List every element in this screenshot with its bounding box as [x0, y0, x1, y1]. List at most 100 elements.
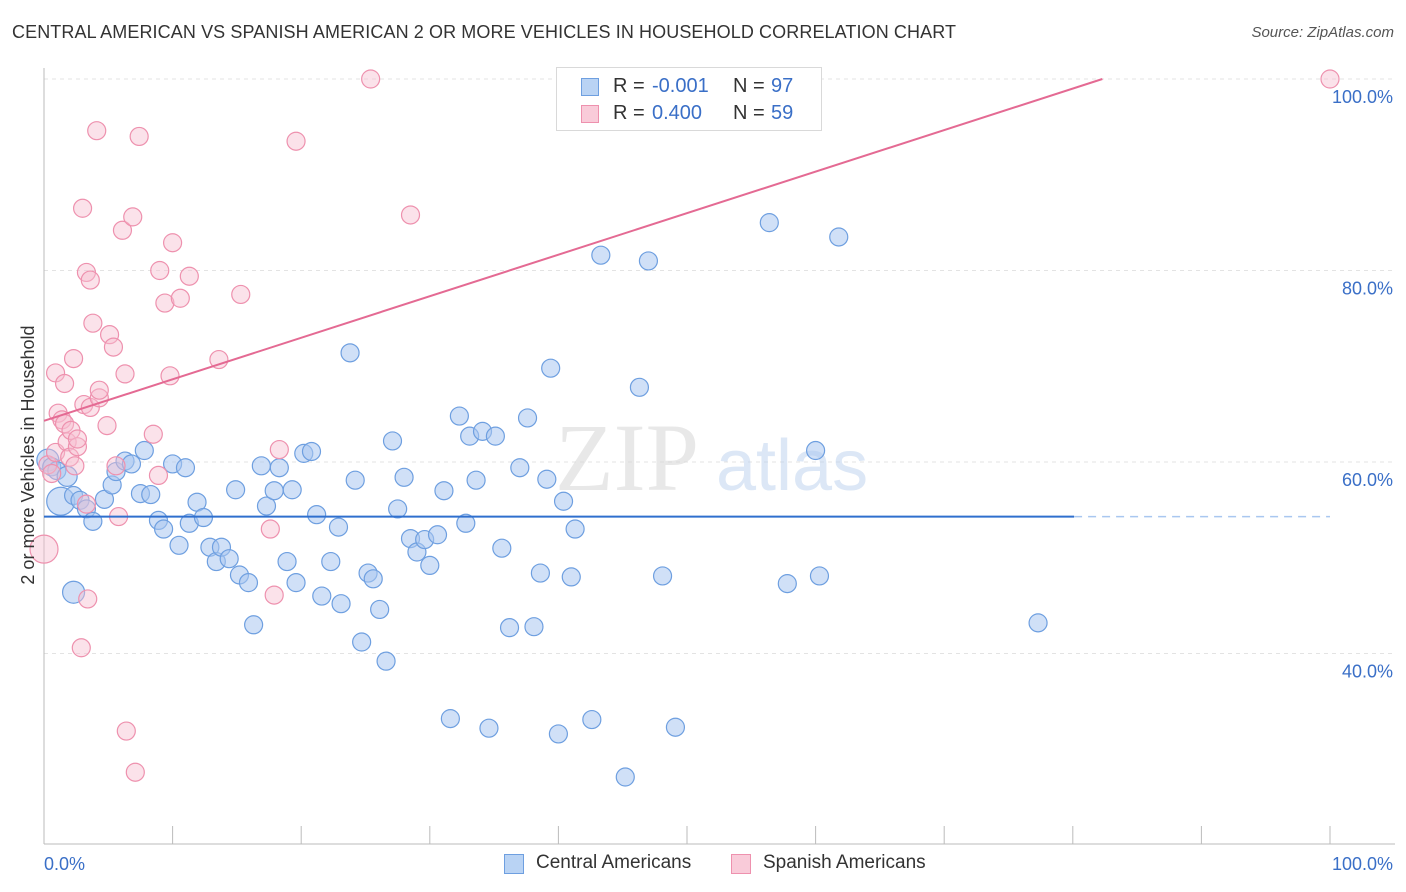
point-central-american [121, 454, 142, 474]
point-central-american [638, 251, 659, 271]
point-central-american [759, 213, 779, 233]
point-spanish-american [71, 638, 91, 658]
watermark: ZIP atlas [555, 404, 868, 511]
point-central-american [363, 569, 383, 589]
point-spanish-american [76, 494, 97, 514]
point-spanish-american [264, 585, 284, 605]
pink-swatch [581, 105, 599, 123]
point-spanish-american [129, 126, 149, 147]
point-central-american [331, 594, 351, 614]
point-spanish-american [123, 207, 143, 227]
point-spanish-american [67, 437, 88, 457]
point-central-american [805, 440, 826, 461]
point-central-american [440, 709, 460, 729]
point-spanish-american [112, 220, 133, 240]
point-spanish-american [115, 364, 135, 384]
point-central-american [134, 440, 154, 461]
y-tick-label: 100.0% [1332, 87, 1393, 107]
point-spanish-american [99, 325, 120, 345]
point-central-american [777, 574, 797, 594]
point-spanish-american [179, 266, 199, 286]
point-spanish-american [42, 463, 62, 484]
x-tick-label-max: 100.0% [1332, 854, 1393, 874]
point-spanish-american [400, 205, 421, 225]
point-central-american [376, 651, 396, 671]
point-spanish-american [65, 456, 85, 476]
point-central-american [530, 563, 550, 583]
central-americans-points [36, 213, 1048, 787]
point-central-american [615, 767, 635, 787]
point-central-american [449, 406, 469, 426]
point-central-american [553, 491, 574, 511]
point-central-american [153, 519, 174, 539]
point-central-american [169, 535, 189, 555]
point-central-american [485, 426, 505, 446]
point-central-american [541, 358, 561, 378]
point-central-american [434, 481, 454, 501]
point-central-american [479, 718, 499, 738]
trend-lines [43, 78, 1330, 518]
point-spanish-american [160, 366, 180, 386]
point-central-american [629, 377, 650, 397]
point-spanish-american [148, 465, 169, 486]
blue-swatch [581, 78, 599, 96]
point-central-american [340, 343, 360, 363]
point-central-american [510, 458, 530, 478]
point-spanish-american [143, 424, 163, 444]
legend-label: Spanish Americans [763, 852, 926, 873]
x-tick-label-min: 0.0% [44, 854, 85, 874]
point-central-american [561, 567, 581, 587]
point-central-american [226, 480, 246, 500]
point-central-american [809, 566, 830, 586]
point-spanish-american [286, 131, 306, 151]
point-central-american [83, 511, 103, 531]
point-spanish-american [83, 313, 103, 333]
point-central-american [665, 717, 686, 737]
point-central-american [219, 549, 239, 569]
point-central-american [382, 431, 403, 451]
point-central-american [517, 408, 538, 428]
point-central-american [264, 481, 284, 501]
legend-n-label: N = [733, 102, 765, 124]
point-central-american [175, 458, 196, 478]
point-spanish-american [361, 69, 381, 89]
point-spanish-american [116, 721, 136, 741]
legend-r-value: 0.400 [652, 102, 703, 124]
point-spanish-american [103, 337, 124, 357]
point-central-american [251, 456, 271, 476]
point-spanish-american [269, 439, 289, 460]
blue-swatch [504, 854, 524, 874]
point-spanish-american [125, 762, 145, 782]
point-central-american [420, 555, 440, 576]
point-spanish-american [29, 534, 59, 564]
y-tick-label: 60.0% [1342, 470, 1393, 490]
grid [44, 78, 1395, 654]
point-spanish-american [150, 260, 170, 281]
point-central-american [352, 632, 372, 652]
legend-label: Central Americans [536, 852, 692, 873]
correlation-legend: R = -0.001 N = 97 R = 0.400 N = 59 [556, 67, 822, 131]
point-spanish-american [163, 233, 183, 253]
legend-n-value: 97 [771, 75, 794, 97]
point-central-american [312, 586, 332, 606]
point-central-american [537, 469, 557, 489]
point-central-american [269, 458, 289, 478]
source-label: Source: ZipAtlas.com [1251, 24, 1394, 41]
point-central-american [277, 551, 297, 572]
point-central-american [565, 519, 585, 539]
point-central-american [582, 709, 602, 730]
point-spanish-american [260, 519, 280, 539]
point-spanish-american [231, 284, 251, 305]
tick-labels: 40.0% 60.0% 80.0% 100.0% 0.0% 100.0% [44, 87, 1393, 874]
watermark-atlas: atlas [716, 426, 868, 506]
point-central-american [282, 480, 302, 500]
legend-r-label: R = [613, 75, 645, 97]
legend-r-label: R = [613, 102, 645, 124]
point-central-american [244, 615, 264, 635]
y-axis-label: 2 or more Vehicles in Household [18, 325, 38, 584]
point-central-american [286, 573, 306, 593]
point-central-american [591, 245, 611, 265]
point-spanish-american [80, 270, 100, 290]
chart-title: CENTRAL AMERICAN VS SPANISH AMERICAN 2 O… [12, 22, 957, 42]
